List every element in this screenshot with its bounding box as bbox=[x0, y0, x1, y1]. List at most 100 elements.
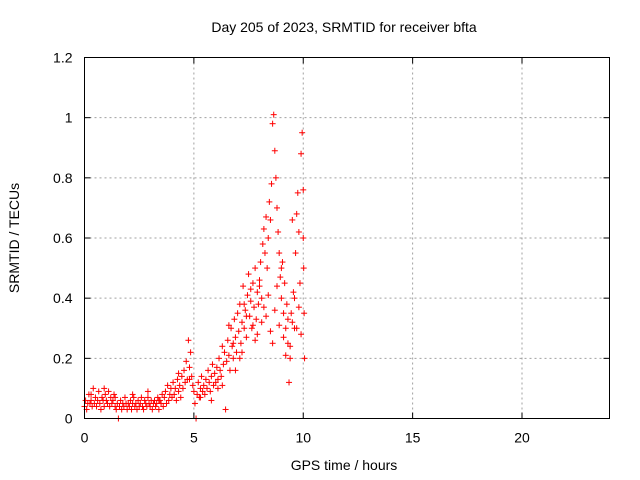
data-point bbox=[272, 174, 279, 181]
x-tick-label: 0 bbox=[81, 430, 89, 446]
data-point bbox=[185, 337, 192, 344]
data-point bbox=[301, 310, 308, 317]
data-point bbox=[241, 325, 248, 332]
data-point bbox=[221, 349, 228, 356]
data-point bbox=[138, 394, 145, 401]
data-point bbox=[296, 280, 303, 287]
data-point bbox=[276, 250, 283, 257]
data-point bbox=[171, 391, 178, 398]
data-point bbox=[159, 391, 166, 398]
data-point bbox=[134, 406, 140, 413]
data-point bbox=[247, 286, 254, 293]
data-point bbox=[256, 277, 263, 284]
data-point bbox=[111, 391, 118, 398]
data-point bbox=[218, 373, 225, 380]
data-point bbox=[224, 337, 231, 344]
data-point bbox=[293, 325, 300, 332]
data-point bbox=[233, 349, 240, 356]
data-point bbox=[194, 391, 201, 398]
data-point bbox=[106, 403, 113, 410]
y-tick-label: 1.2 bbox=[53, 50, 73, 66]
data-point bbox=[92, 394, 99, 401]
data-point bbox=[155, 397, 162, 404]
data-point bbox=[265, 235, 272, 241]
data-point bbox=[234, 310, 241, 317]
data-point bbox=[195, 379, 202, 386]
data-point bbox=[268, 180, 275, 187]
data-point bbox=[197, 385, 204, 392]
data-point bbox=[279, 259, 286, 266]
data-point bbox=[291, 295, 298, 302]
data-point bbox=[258, 295, 265, 302]
data-point bbox=[239, 349, 245, 356]
data-point bbox=[231, 316, 238, 323]
data-point bbox=[220, 361, 227, 368]
data-point bbox=[118, 406, 125, 413]
data-point bbox=[108, 400, 115, 407]
data-point bbox=[96, 400, 103, 407]
data-point bbox=[113, 406, 120, 413]
data-point bbox=[189, 382, 196, 389]
data-point bbox=[254, 289, 261, 296]
data-point bbox=[249, 322, 256, 329]
data-point bbox=[269, 120, 276, 127]
data-point bbox=[295, 304, 302, 311]
data-point bbox=[178, 373, 185, 380]
data-point bbox=[274, 283, 280, 290]
data-point bbox=[282, 325, 289, 332]
grid-lines bbox=[84, 57, 610, 419]
data-point bbox=[158, 400, 165, 407]
data-point bbox=[228, 325, 235, 332]
data-point bbox=[127, 397, 134, 404]
data-point bbox=[275, 228, 282, 235]
data-point bbox=[253, 316, 260, 323]
data-point bbox=[109, 397, 116, 404]
data-point bbox=[265, 292, 272, 299]
data-point bbox=[263, 213, 270, 220]
data-point bbox=[214, 385, 221, 392]
data-point bbox=[141, 397, 148, 404]
data-point bbox=[140, 406, 147, 413]
data-point bbox=[126, 403, 133, 410]
data-point bbox=[129, 391, 136, 398]
data-point bbox=[173, 397, 180, 404]
data-point bbox=[277, 274, 284, 281]
x-tick-label: 20 bbox=[514, 430, 530, 446]
data-point bbox=[288, 310, 295, 317]
data-point bbox=[101, 403, 108, 410]
data-point bbox=[204, 385, 210, 392]
data-point bbox=[177, 394, 184, 401]
x-tick-label: 15 bbox=[405, 430, 421, 446]
data-point bbox=[144, 394, 151, 401]
data-point bbox=[207, 388, 214, 395]
data-point bbox=[101, 385, 108, 392]
data-point bbox=[163, 400, 170, 407]
data-point bbox=[208, 397, 215, 404]
data-point bbox=[263, 313, 270, 320]
data-point bbox=[259, 241, 266, 248]
data-point bbox=[225, 352, 232, 359]
data-point bbox=[239, 319, 245, 326]
data-point bbox=[230, 340, 237, 347]
data-point bbox=[236, 355, 243, 362]
data-point bbox=[229, 343, 236, 350]
data-point bbox=[222, 406, 229, 413]
data-point bbox=[243, 334, 250, 341]
data-point bbox=[295, 228, 302, 235]
data-point bbox=[240, 283, 247, 290]
data-point bbox=[212, 379, 219, 386]
data-point bbox=[252, 265, 259, 272]
data-point bbox=[270, 111, 277, 118]
data-point bbox=[205, 367, 212, 374]
data-point bbox=[235, 328, 242, 335]
data-point bbox=[170, 379, 177, 386]
data-point bbox=[200, 382, 207, 389]
data-point bbox=[287, 343, 294, 350]
data-point bbox=[248, 325, 255, 332]
data-point bbox=[121, 394, 128, 401]
data-point bbox=[254, 331, 261, 338]
data-point bbox=[95, 388, 102, 395]
data-point bbox=[300, 186, 307, 193]
data-point bbox=[152, 403, 159, 410]
data-point bbox=[137, 400, 144, 407]
